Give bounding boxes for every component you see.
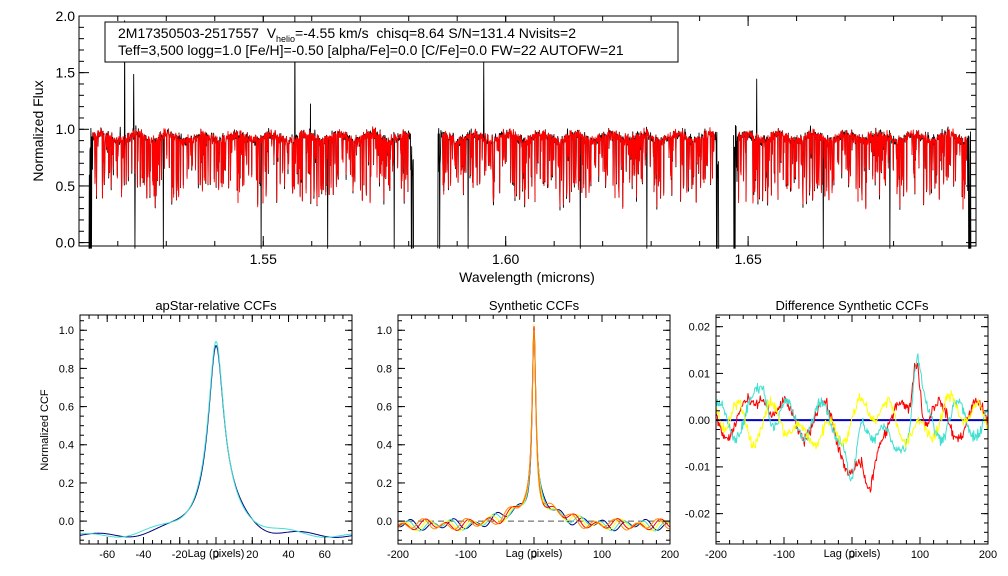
- spectrum-x-label: Wavelength (microns): [459, 269, 595, 285]
- y-tick-label: 0.0: [377, 516, 392, 528]
- x-tick-label: 0: [531, 549, 537, 561]
- spectrum-panel: 1.55 1.60 1.65 0.0 0.5 1.0 1.5 2.0 2M17350503-2…: [30, 8, 977, 285]
- y-tick-label: 0.2: [59, 478, 74, 490]
- ccf2-title: Synthetic CCFs: [489, 298, 580, 313]
- y-tick-label: 0.6: [377, 401, 392, 413]
- y-tick-label: 2.0: [56, 8, 76, 24]
- spectrum-model-chip-1: [92, 126, 410, 208]
- ccf1-ticks: -60 -40 -20 0 20 40 60 0.0 0.2 0.4 0.6 0.8 1.0: [59, 315, 353, 561]
- x-tick-label: 40: [282, 549, 294, 561]
- star-id: 2M17350503-2517557: [118, 25, 259, 41]
- y-tick-label: 0.0: [56, 235, 76, 251]
- y-tick-label: -0.02: [685, 508, 710, 520]
- spectrum-model-chip-2: [441, 127, 716, 209]
- x-tick-label: -60: [99, 549, 115, 561]
- spectrum-axes-frame: [78, 15, 977, 247]
- x-tick-label: 1.65: [734, 251, 761, 267]
- x-tick-label: -20: [172, 549, 188, 561]
- ccf1-series-1: [79, 345, 353, 538]
- info-line-1: 2M17350503-2517557 Vhelio=-4.55 km/s chi…: [118, 25, 576, 44]
- y-tick-label: 0.02: [689, 322, 710, 334]
- spectrum-data-layer: [88, 16, 972, 249]
- y-tick-label: 0.0: [59, 516, 74, 528]
- x-tick-label: 0: [849, 549, 855, 561]
- v-helio-value: =-4.55 km/s: [295, 25, 369, 41]
- ccf3-series-3: [715, 353, 989, 482]
- ccf3-series-4: [715, 390, 989, 450]
- y-tick-label: 1.0: [56, 121, 76, 137]
- spectrum-ticks: 1.55 1.60 1.65 0.0 0.5 1.0 1.5 2.0: [56, 8, 976, 267]
- x-tick-label: 100: [911, 549, 929, 561]
- spectrum-y-label: Normalized Flux: [30, 80, 46, 181]
- x-tick-label: 20: [246, 549, 258, 561]
- y-tick-label: -0.01: [685, 462, 710, 474]
- ccf3-series-2: [715, 362, 989, 493]
- y-tick-label: 0.4: [377, 440, 392, 452]
- x-tick-label: -200: [387, 549, 409, 561]
- ccf2-series-2: [397, 325, 671, 532]
- ccf2-series-1: [397, 329, 671, 532]
- ccf2-x-label: Lag (pixels): [506, 548, 563, 560]
- ccf2-series-3: [397, 323, 671, 532]
- ccf1-y-label: Normalized CCF: [39, 389, 51, 471]
- ccf1-x-label: Lag (pixels): [188, 548, 245, 560]
- y-tick-label: 1.0: [377, 325, 392, 337]
- y-tick-label: 0.00: [689, 415, 710, 427]
- x-tick-label: -40: [136, 549, 152, 561]
- fit-stats: chisq=8.64 S/N=131.4 Nvisits=2: [376, 25, 576, 41]
- v-helio-subscript: helio: [276, 34, 295, 44]
- y-tick-label: 0.5: [56, 178, 76, 194]
- ccf-panel-synthetic: -200 -100 0 100 200 0.0 0.2 0.4 0.6 0.8 1.0 Synthe…: [377, 298, 679, 561]
- info-box: [104, 21, 679, 63]
- ccf3-data-layer: [715, 353, 989, 493]
- x-tick-label: 200: [661, 549, 679, 561]
- y-tick-label: 0.8: [59, 363, 74, 375]
- ccf1-title: apStar-relative CCFs: [155, 298, 277, 313]
- spectrum-observed-chip-3: [733, 78, 972, 249]
- x-tick-label: -100: [455, 549, 477, 561]
- x-tick-label: 1.55: [250, 251, 277, 267]
- ccf2-data-layer: [397, 323, 671, 532]
- ccf3-x-label: Lag (pixels): [824, 548, 881, 560]
- ccf3-ticks: -200 -100 0 100 200 -0.02 -0.01 0.00 0.01 0.02: [685, 315, 997, 561]
- spectrum-model-chip-3: [737, 128, 968, 210]
- x-tick-label: 0: [213, 549, 219, 561]
- y-tick-label: 1.0: [59, 325, 74, 337]
- x-tick-label: 200: [979, 549, 997, 561]
- x-tick-label: -200: [705, 549, 727, 561]
- x-tick-label: -100: [773, 549, 795, 561]
- y-tick-label: 0.6: [59, 401, 74, 413]
- y-tick-label: 1.5: [56, 65, 76, 81]
- x-tick-label: 1.60: [492, 251, 519, 267]
- ccf3-axes-frame: [715, 314, 989, 545]
- ccf3-title: Difference Synthetic CCFs: [776, 298, 929, 313]
- ccf1-axes-frame: [79, 314, 353, 545]
- ccf-panel-difference: -200 -100 0 100 200 -0.02 -0.01 0.00 0.01 0.02 Di…: [685, 298, 997, 561]
- x-tick-label: 100: [593, 549, 611, 561]
- y-tick-label: 0.2: [377, 478, 392, 490]
- ccf2-series-4: [397, 326, 671, 531]
- info-line-2: Teff=3,500 logg=1.0 [Fe/H]=-0.50 [alpha/…: [118, 42, 624, 58]
- v-helio-label: V: [267, 25, 277, 41]
- ccf2-axes-frame: [397, 314, 671, 545]
- ccf2-ticks: -200 -100 0 100 200 0.0 0.2 0.4 0.6 0.8 1.0: [377, 315, 679, 561]
- y-tick-label: 0.8: [377, 363, 392, 375]
- ccf2-series-5: [397, 330, 671, 531]
- x-tick-label: 60: [319, 549, 331, 561]
- ccf1-data-layer: [79, 340, 353, 538]
- y-tick-label: 0.01: [689, 368, 710, 380]
- y-tick-label: 0.4: [59, 440, 74, 452]
- ccf1-series-2: [79, 340, 353, 538]
- ccf-panel-apstar: -60 -40 -20 0 20 40 60 0.0 0.2 0.4 0.6 0.8 1.0 apSta…: [39, 298, 353, 561]
